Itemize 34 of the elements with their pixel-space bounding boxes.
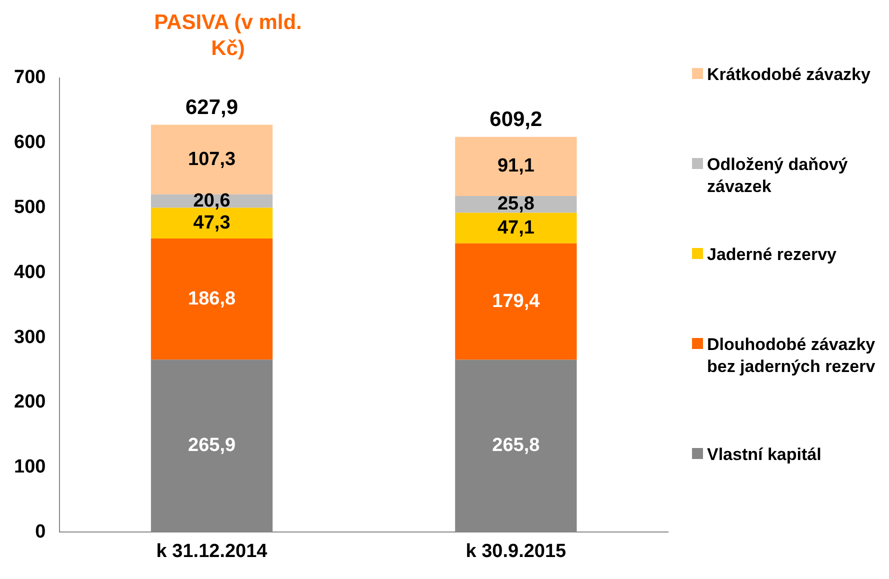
- legend-label: Odložený daňový závazek: [707, 154, 849, 198]
- data-label: 107,3: [188, 148, 236, 170]
- bar: [455, 243, 577, 360]
- bar: [455, 136, 577, 196]
- y-tick-label: 100: [14, 456, 46, 478]
- data-label: 179,4: [492, 290, 540, 312]
- y-tick-label: 600: [14, 132, 46, 154]
- bar: [150, 124, 273, 194]
- data-label: 47,1: [497, 217, 535, 238]
- y-tick-label: 300: [14, 326, 46, 348]
- y-tick-label: 700: [14, 67, 46, 88]
- data-label: 186,8: [188, 288, 236, 310]
- legend-label: Vlastní kapitál: [707, 444, 822, 466]
- x-tick-label: k 30.9.2015: [466, 540, 567, 562]
- bar: [150, 208, 273, 238]
- legend-label: Dlouhodobé závazky bez jaderných rezerv: [707, 334, 876, 378]
- legend-label: Krátkodobé závazky: [707, 64, 870, 86]
- data-label: 47,3: [193, 212, 230, 234]
- data-label: 265,8: [492, 435, 540, 456]
- y-tick-label: 0: [35, 521, 46, 542]
- y-tick-label: 200: [14, 392, 46, 413]
- x-tick-label: k 31.12.2014: [156, 540, 268, 562]
- bar: [150, 238, 273, 360]
- data-label: 265,9: [188, 435, 236, 456]
- data-label: 20,6: [193, 190, 230, 212]
- y-tick-label: 500: [14, 197, 46, 218]
- total-label: 627,9: [185, 96, 238, 120]
- chart-title: PASIVA (v mld. Kč): [153, 10, 303, 62]
- data-label: 25,8: [497, 194, 534, 215]
- total-label: 609,2: [490, 108, 542, 132]
- bar: [455, 212, 577, 244]
- legend-label: Jaderné rezervy: [707, 244, 836, 266]
- data-label: 91,1: [497, 156, 535, 177]
- y-tick-label: 400: [14, 262, 46, 283]
